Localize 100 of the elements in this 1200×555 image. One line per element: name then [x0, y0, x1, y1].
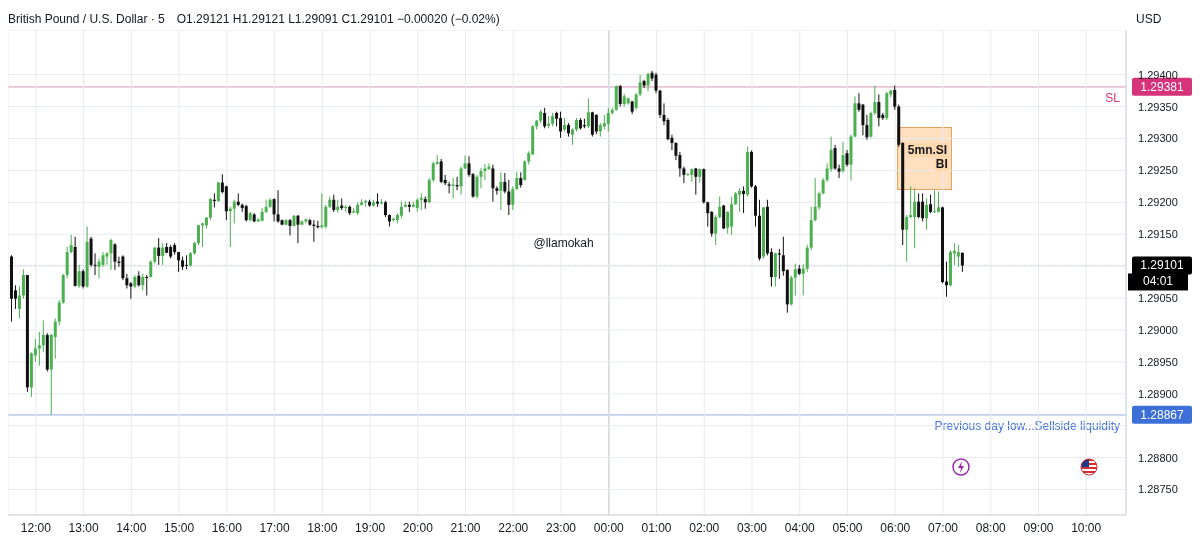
y-tick-label: 1.29050	[1138, 292, 1178, 305]
candlestick	[543, 107, 547, 129]
candlestick	[475, 174, 479, 199]
candlestick	[447, 181, 451, 194]
y-tick-label: 1.29300	[1138, 132, 1178, 145]
candlestick	[439, 158, 443, 184]
candlestick	[451, 177, 455, 199]
candlestick	[905, 214, 909, 263]
candlestick	[777, 248, 781, 280]
candlestick	[288, 218, 292, 236]
x-tick-label: 22:00	[498, 520, 529, 535]
y-tick-label: 1.29000	[1138, 323, 1178, 336]
candlestick	[956, 244, 960, 268]
candlestick	[718, 196, 722, 219]
x-tick-label: 16:00	[211, 520, 243, 535]
candlestick	[431, 160, 435, 183]
annotation: BI	[934, 157, 949, 171]
candlestick	[109, 238, 113, 271]
candlestick	[877, 93, 881, 127]
x-tick-label: 21:00	[450, 520, 481, 535]
candlestick	[21, 268, 25, 300]
candlestick	[614, 85, 618, 112]
candlestick	[925, 197, 929, 231]
candlestick	[933, 189, 937, 214]
legend-label: 04:01	[1142, 274, 1174, 289]
candlestick	[694, 167, 698, 196]
candlestick	[805, 244, 809, 273]
candlestick	[511, 185, 515, 211]
x-tick-label: 05:00	[832, 520, 863, 535]
candlestick	[232, 199, 236, 224]
candlestick	[730, 196, 734, 236]
x-tick-label: 14:00	[116, 520, 147, 535]
candlestick	[17, 286, 21, 319]
candlestick	[929, 194, 933, 214]
candlestick	[590, 111, 594, 138]
candlestick	[801, 263, 805, 296]
candlestick	[813, 177, 817, 222]
x-tick-label: 10:00	[1071, 520, 1102, 535]
candlestick	[113, 242, 117, 271]
candlestick	[523, 159, 527, 182]
candlestick	[320, 192, 324, 229]
candlestick	[427, 177, 431, 204]
x-tick-label: 15:00	[164, 520, 195, 535]
ref-line-label: SL	[1105, 90, 1121, 105]
y-tick-label: 1.29150	[1138, 228, 1178, 241]
y-tick-label: 1.28900	[1138, 387, 1178, 400]
candlestick	[157, 237, 161, 266]
candlestick	[77, 264, 81, 289]
candlestick	[491, 164, 495, 203]
y-tick-label: 1.28750	[1138, 483, 1178, 496]
annotation: 5mn.SI	[906, 143, 949, 157]
candlestick	[503, 172, 507, 194]
candlestick	[41, 319, 45, 353]
chart-title: British Pound / U.S. Dollar · 5	[8, 12, 165, 26]
candlestick	[69, 234, 73, 254]
x-tick-label: 04:00	[784, 520, 816, 535]
x-tick-label: 17:00	[259, 520, 290, 535]
y-tick-label: 1.28867	[1140, 407, 1185, 422]
candlestick	[276, 189, 280, 224]
x-tick-label: 01:00	[641, 520, 672, 535]
x-tick-label: 03:00	[736, 520, 768, 535]
candlestick	[714, 214, 718, 246]
y-tick-label: 1.29101	[1140, 258, 1185, 273]
candlestick	[515, 171, 519, 191]
candlestick	[324, 204, 328, 229]
y-tick-label: 1.29250	[1138, 164, 1178, 177]
x-tick-label: 13:00	[68, 520, 99, 535]
x-tick-label: 18:00	[307, 520, 338, 535]
candlestick	[185, 254, 189, 270]
x-tick-label: 06:00	[880, 520, 911, 535]
candlestick	[296, 214, 300, 244]
y-tick-label: 1.29381	[1140, 79, 1185, 94]
y-axis-title: USD	[1136, 12, 1163, 26]
y-tick-label: 1.29400	[1138, 68, 1178, 81]
candlestick	[57, 299, 61, 326]
candlestick	[841, 141, 845, 174]
candlestick	[893, 85, 897, 111]
y-tick-label: 1.29200	[1138, 196, 1178, 209]
candlestick	[686, 172, 690, 176]
candlestick	[937, 190, 941, 214]
annotation: @llamokah	[533, 236, 594, 250]
candlestick	[722, 204, 726, 230]
candlestick	[793, 263, 797, 296]
candlestick	[121, 254, 125, 281]
candlestick	[177, 251, 181, 273]
y-tick-label: 1.28800	[1138, 451, 1178, 464]
candlestick	[773, 252, 777, 288]
candlestick	[738, 187, 742, 213]
candlestick	[594, 113, 598, 135]
x-tick-label: 12:00	[20, 520, 52, 535]
x-tick-label: 02:00	[689, 520, 720, 535]
y-tick-label: 1.29350	[1138, 100, 1178, 113]
x-tick-label: 08:00	[975, 520, 1007, 535]
chart-subtitle: O1.29121 H1.29121 L1.29091 C1.29101 −0.00020 (−0.02%)	[176, 12, 500, 26]
candlestick	[917, 192, 921, 219]
candlestick	[921, 192, 925, 222]
candlestick	[208, 197, 212, 221]
candlestick	[646, 72, 650, 92]
candlestick	[618, 84, 622, 108]
candlestick	[742, 185, 746, 214]
